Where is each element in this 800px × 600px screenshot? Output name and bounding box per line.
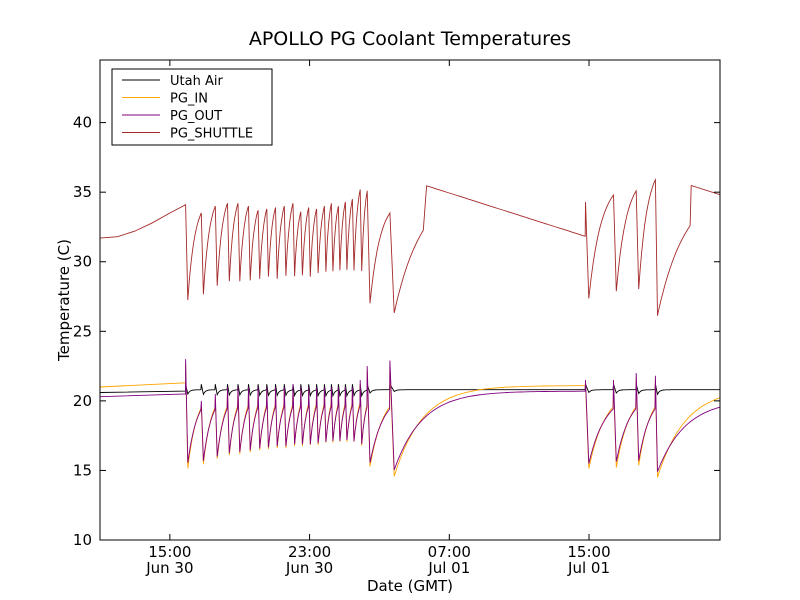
y-tick-label: 20: [73, 392, 92, 410]
y-tick-label: 25: [73, 322, 92, 340]
series-layer: [100, 178, 720, 478]
x-tick-label-time: 15:00: [567, 543, 610, 561]
y-tick-label: 30: [73, 253, 92, 271]
legend-label-air: Utah Air: [170, 74, 223, 89]
legend: Utah Air PG_IN PG_OUT PG_SHUTTLE: [111, 68, 273, 146]
x-axis-label: Date (GMT): [367, 577, 453, 595]
y-tick-label: 40: [73, 114, 92, 132]
x-tick-label-date: Jul 01: [567, 559, 610, 577]
plot-frame: [99, 59, 721, 541]
x-tick-label-time: 15:00: [148, 543, 191, 561]
chart-title: APOLLO PG Coolant Temperatures: [249, 28, 571, 50]
series-line-air: [100, 382, 720, 398]
x-tick-label-time: 23:00: [288, 543, 331, 561]
x-tick-label-time: 07:00: [428, 543, 471, 561]
legend-label-shuttle: PG_SHUTTLE: [170, 127, 253, 142]
y-axis-label: Temperature (C): [55, 239, 73, 362]
series-line-pgout: [100, 359, 720, 472]
x-tick-label-date: Jul 01: [427, 559, 470, 577]
y-tick-label: 10: [73, 531, 92, 549]
y-tick-label: 15: [73, 461, 92, 479]
x-tick-label-date: Jun 30: [285, 559, 333, 577]
x-tick-label-date: Jun 30: [145, 559, 193, 577]
legend-label-pgin: PG_IN: [170, 92, 208, 107]
legend-label-pgout: PG_OUT: [170, 109, 222, 124]
series-line-shuttle: [100, 178, 720, 316]
y-tick-label: 35: [73, 183, 92, 201]
